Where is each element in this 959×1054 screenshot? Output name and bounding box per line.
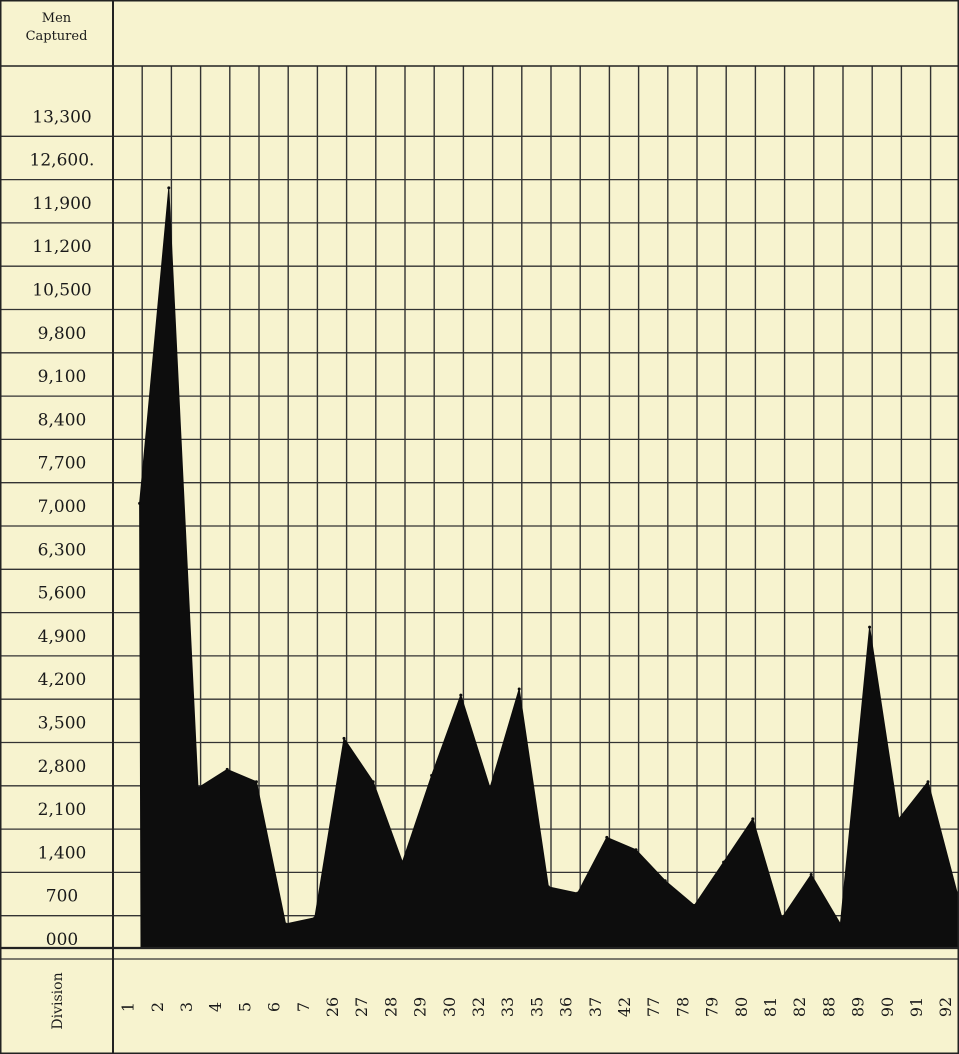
x-axis: Division 1 2 3 4 5 6 7 26 27 28 29 30 32 33 35 36 37 42 77 7… <box>50 972 955 1029</box>
data-point-42 <box>634 848 638 852</box>
data-point-1 <box>138 501 142 505</box>
data-point-36 <box>576 891 580 895</box>
x-tick-label-32: 32 <box>469 997 488 1017</box>
data-point-28 <box>400 860 404 864</box>
x-tick-label-26: 26 <box>323 997 342 1017</box>
x-tick-label-36: 36 <box>557 997 576 1017</box>
y-tick-label: 5,600 <box>38 584 87 604</box>
x-axis-title: Division <box>50 972 66 1029</box>
data-point-2 <box>167 186 171 190</box>
data-point-5 <box>254 780 258 784</box>
data-point-37 <box>605 835 609 839</box>
y-tick-label: 2,100 <box>38 800 87 820</box>
data-point-30 <box>459 693 463 697</box>
x-tick-label-4: 4 <box>206 1002 225 1012</box>
x-tick-label-7: 7 <box>294 1002 313 1012</box>
x-tick-label-82: 82 <box>790 997 809 1017</box>
data-point-3 <box>196 786 200 790</box>
x-tick-label-79: 79 <box>703 997 722 1017</box>
y-tick-label: 1,400 <box>38 843 87 863</box>
area-series <box>139 187 959 949</box>
y-axis-title-line-1: Men <box>42 11 72 26</box>
x-tick-label-2: 2 <box>148 1002 167 1012</box>
y-tick-label: 12,600. <box>30 151 95 171</box>
x-tick-label-28: 28 <box>381 997 400 1017</box>
y-axis-title-line-2: Captured <box>26 29 88 44</box>
y-tick-label: 11,200 <box>32 237 91 257</box>
y-tick-label: 9,100 <box>38 367 87 387</box>
y-tick-label: 7,700 <box>38 454 87 474</box>
y-tick-label: 700 <box>46 887 78 907</box>
data-point-32 <box>488 786 492 790</box>
x-tick-label-89: 89 <box>849 997 868 1017</box>
data-point-78 <box>692 903 696 907</box>
x-tick-label-27: 27 <box>352 997 371 1017</box>
x-tick-label-33: 33 <box>498 997 517 1017</box>
x-tick-label-1: 1 <box>119 1002 138 1012</box>
x-tick-label-30: 30 <box>440 997 459 1017</box>
y-tick-label: 4,200 <box>38 670 87 690</box>
data-point-77 <box>663 879 667 883</box>
y-axis: Men Captured 000 700 1,400 2,100 2,800 3,500 4,2… <box>26 11 95 950</box>
y-tick-label: 3,500 <box>38 714 87 734</box>
x-tick-label-80: 80 <box>732 997 751 1017</box>
x-tick-label-37: 37 <box>586 997 605 1017</box>
data-point-29 <box>430 774 434 778</box>
y-tick-label: 2,800 <box>38 757 87 777</box>
y-tick-label: 4,900 <box>38 627 87 647</box>
data-point-90 <box>897 817 901 821</box>
data-point-89 <box>868 625 872 629</box>
x-tick-label-6: 6 <box>265 1002 284 1012</box>
x-tick-label-42: 42 <box>615 997 634 1017</box>
data-point-35 <box>546 885 550 889</box>
x-tick-label-35: 35 <box>527 997 546 1017</box>
y-tick-label: 11,900 <box>32 194 91 214</box>
x-tick-label-5: 5 <box>235 1002 254 1012</box>
x-tick-label-90: 90 <box>878 997 897 1017</box>
data-point-88 <box>838 922 842 926</box>
x-tick-label-92: 92 <box>936 997 955 1017</box>
data-point-6 <box>284 922 288 926</box>
x-tick-label-91: 91 <box>907 997 926 1017</box>
data-point-7 <box>313 916 317 920</box>
x-tick-label-88: 88 <box>819 997 838 1017</box>
data-point-79 <box>722 860 726 864</box>
data-point-91 <box>926 780 930 784</box>
y-tick-label: 000 <box>46 930 78 950</box>
data-point-33 <box>517 687 521 691</box>
x-tick-label-78: 78 <box>673 997 692 1017</box>
x-tick-label-81: 81 <box>761 997 780 1017</box>
data-point-82 <box>809 873 813 877</box>
area-layer <box>138 186 959 949</box>
y-tick-label: 6,300 <box>38 540 87 560</box>
x-tick-label-77: 77 <box>644 997 663 1017</box>
data-point-27 <box>371 780 375 784</box>
y-tick-label: 10,500 <box>32 281 91 301</box>
x-tick-label-29: 29 <box>411 997 430 1017</box>
y-tick-label: 13,300 <box>32 107 91 127</box>
data-point-26 <box>342 736 346 740</box>
y-tick-label: 8,400 <box>38 410 87 430</box>
data-point-4 <box>225 767 229 771</box>
x-tick-label-3: 3 <box>177 1002 196 1012</box>
data-point-80 <box>751 817 755 821</box>
y-tick-label: 7,000 <box>38 497 87 517</box>
data-point-81 <box>780 916 784 920</box>
y-tick-label: 9,800 <box>38 324 87 344</box>
